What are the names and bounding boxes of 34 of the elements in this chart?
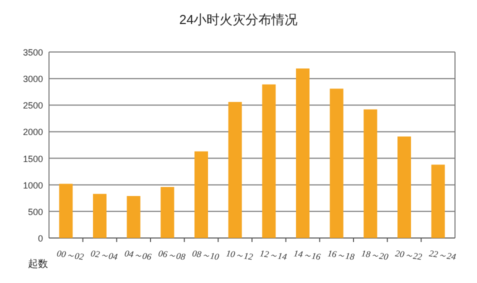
x-tick-label: 06～08: [158, 248, 186, 262]
bar: [296, 68, 310, 238]
bar: [228, 102, 242, 238]
y-axis-title: 起数: [28, 258, 48, 270]
bar: [330, 88, 344, 238]
x-tick-label: 22～24: [428, 248, 458, 262]
bar: [431, 164, 445, 238]
x-tick-label: 14～16: [293, 248, 322, 262]
bar: [126, 196, 140, 238]
y-tick-label: 1000: [22, 180, 43, 190]
y-tick-label: 2500: [22, 100, 43, 111]
x-tick-label: 04～06: [124, 248, 153, 262]
y-tick-label: 2000: [22, 127, 43, 138]
x-tick-label: 08～10: [192, 248, 220, 262]
bar: [364, 109, 378, 238]
x-tick-label: 20～22: [394, 248, 424, 262]
bar: [160, 186, 174, 238]
y-tick-label: 0: [38, 234, 43, 244]
x-tick-label: 00～02: [56, 248, 85, 262]
bar: [397, 136, 412, 238]
x-tick-label: 10～12: [225, 248, 254, 262]
bar: [59, 184, 73, 238]
x-tick-label: 02～04: [90, 248, 119, 262]
chart-title: 24小时火灾分布情况: [179, 12, 298, 27]
bar: [262, 84, 276, 238]
y-tick-label: 1500: [22, 154, 43, 164]
bar: [92, 194, 107, 238]
y-tick-label: 500: [28, 206, 43, 217]
x-tick-label: 12～14: [259, 248, 288, 262]
y-tick-label: 3000: [22, 74, 43, 84]
y-tick-label: 3500: [22, 48, 43, 58]
bar: [194, 151, 208, 238]
x-tick-label: 18～20: [360, 248, 390, 262]
x-tick-label: 16～18: [326, 248, 356, 262]
